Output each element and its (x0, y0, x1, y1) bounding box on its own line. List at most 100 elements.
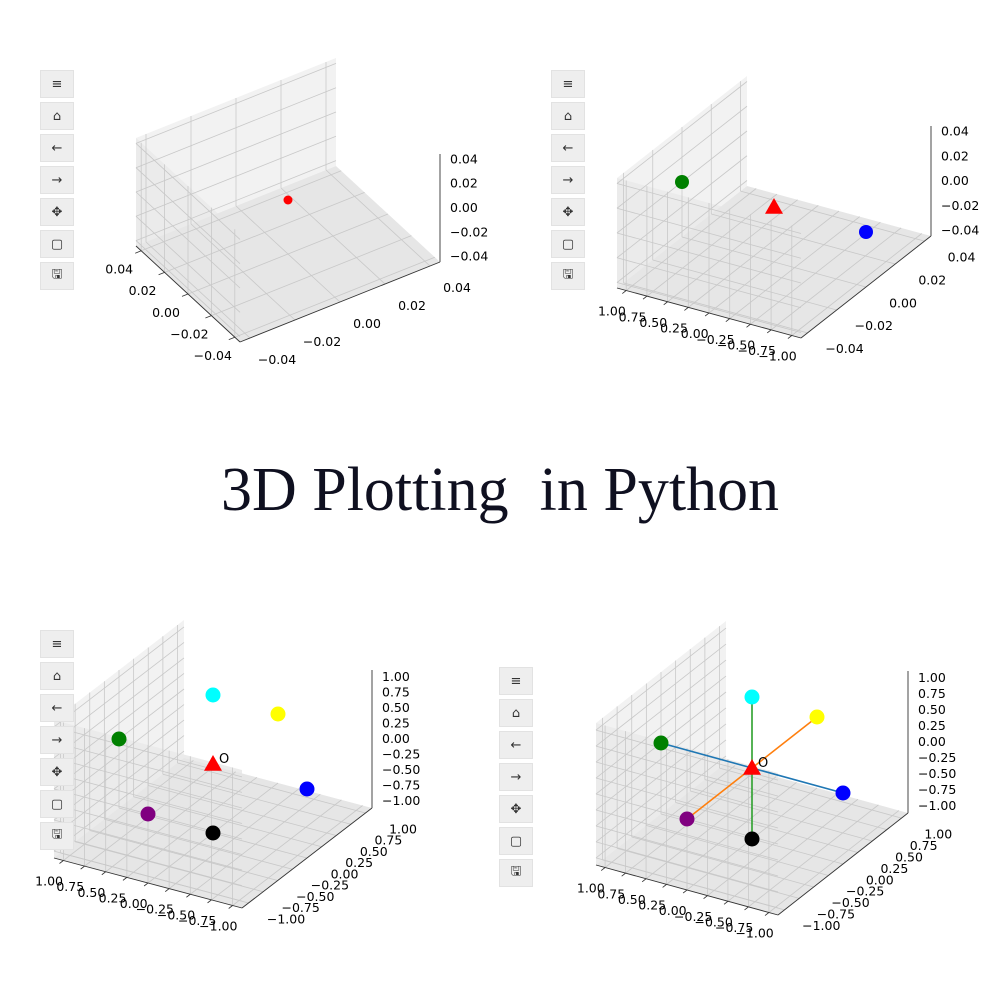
pan-button[interactable]: ✥ (40, 758, 74, 786)
data-point (140, 806, 156, 822)
save-icon: 🖫 (510, 864, 522, 879)
y-tick-label: 0.04 (443, 280, 471, 295)
data-point (653, 735, 669, 751)
grid-line (53, 735, 185, 836)
forward-button[interactable]: → (40, 726, 74, 754)
grid-line (148, 785, 337, 836)
grid-line (53, 773, 243, 824)
menu-button[interactable]: ≡ (551, 70, 585, 98)
zoom-button[interactable]: ▢ (40, 790, 74, 818)
back-button[interactable]: ← (40, 134, 74, 162)
z-tick-label: 0.00 (382, 731, 410, 746)
grid-line (53, 673, 185, 774)
home-icon: ⌂ (563, 108, 573, 124)
x-tick-label: 0.75 (56, 879, 84, 894)
grid-line (595, 857, 779, 909)
plot-1: −0.04 −0.02 0.00 0.02 0.04 −0.04 −0.02 0.00 0.02… (105, 58, 488, 367)
save-button[interactable]: 🖫 (499, 859, 533, 887)
menu-button[interactable]: ≡ (40, 630, 74, 658)
save-button[interactable]: 🖫 (40, 262, 74, 290)
save-icon: 🖫 (51, 827, 63, 842)
back-icon: ← (510, 737, 522, 753)
z-tick-label: 1.00 (918, 670, 946, 685)
forward-button[interactable]: → (499, 763, 533, 791)
y-tick-label: −1.00 (267, 911, 305, 926)
grid-line (595, 739, 727, 843)
pan-icon: ✥ (510, 801, 522, 817)
y-tick-label: 0.75 (374, 833, 402, 848)
grid-line (53, 835, 243, 886)
z-tick-label: 0.04 (450, 151, 478, 166)
data-point (205, 825, 221, 841)
x-tick (642, 295, 648, 300)
home-button[interactable]: ⌂ (40, 102, 74, 130)
y-tick-label: 0.04 (948, 249, 976, 264)
x-tick (600, 867, 606, 871)
zoom-button[interactable]: ▢ (499, 827, 533, 855)
back-icon: ← (51, 700, 63, 716)
save-button[interactable]: 🖫 (40, 822, 74, 850)
grid-line (616, 207, 802, 259)
y-tick-label: 0.50 (895, 849, 923, 864)
y-tick-label: −0.04 (825, 341, 863, 356)
pan-button[interactable]: ✥ (499, 795, 533, 823)
pan-button[interactable]: ✥ (40, 198, 74, 226)
grid-line (325, 169, 431, 267)
forward-button[interactable]: → (551, 166, 585, 194)
x-tick (143, 882, 149, 887)
grid-line (616, 282, 802, 333)
x-tick (101, 871, 106, 876)
y-tick-label: −0.25 (311, 878, 349, 893)
data-point-triangle (204, 755, 222, 771)
home-button[interactable]: ⌂ (551, 102, 585, 130)
plot-4: −1.00−0.75−0.50−0.250.000.250.500.751.00… (577, 621, 956, 941)
z-tick-label: −0.75 (382, 778, 420, 793)
grid-line (235, 205, 341, 303)
y-axis-line (241, 807, 373, 909)
back-button[interactable]: ← (551, 134, 585, 162)
z-tick-label: 0.04 (941, 124, 969, 139)
zoom-button[interactable]: ▢ (40, 230, 74, 258)
home-button[interactable]: ⌂ (40, 662, 74, 690)
z-tick-label: 1.00 (382, 669, 410, 684)
y-tick-label: −0.75 (817, 907, 855, 922)
y-tick-label: 0.00 (889, 295, 917, 310)
x-tick-label: 0.25 (99, 890, 127, 905)
grid-line (135, 160, 337, 241)
z-tick-label: −0.50 (382, 762, 420, 777)
grid-line (53, 642, 185, 743)
x-tick (703, 895, 708, 899)
pan-button[interactable]: ✥ (551, 198, 585, 226)
y-tick-label: −0.04 (258, 352, 296, 367)
grid-line (89, 830, 278, 881)
z-tick-label: 0.75 (382, 684, 410, 699)
menu-button[interactable]: ≡ (40, 70, 74, 98)
x-tick-label: 1.00 (577, 881, 605, 896)
grid-line (53, 850, 243, 902)
grid-line (145, 241, 251, 339)
back-icon: ← (562, 140, 574, 156)
data-point-triangle (765, 198, 783, 214)
grid-line (704, 779, 887, 830)
back-button[interactable]: ← (499, 731, 533, 759)
grid-line (740, 190, 925, 242)
grid-line (135, 63, 337, 144)
y-tick-label: 0.75 (910, 838, 938, 853)
x-tick-label: −0.75 (178, 913, 216, 928)
grid-line (135, 143, 241, 240)
x-tick (622, 290, 627, 294)
z-tick-label: 0.75 (918, 686, 946, 701)
menu-button[interactable]: ≡ (499, 667, 533, 695)
zoom-icon: ▢ (561, 236, 575, 252)
back-button[interactable]: ← (40, 694, 74, 722)
zoom-button[interactable]: ▢ (551, 230, 585, 258)
save-button[interactable]: 🖫 (551, 262, 585, 290)
home-button[interactable]: ⌂ (499, 699, 533, 727)
forward-button[interactable]: → (40, 166, 74, 194)
x-tick-label: −1.00 (758, 349, 796, 364)
grid-line (595, 723, 727, 827)
grid-line (595, 707, 727, 811)
x-tick (181, 293, 189, 297)
home-icon: ⌂ (511, 705, 521, 721)
x-tick (764, 912, 770, 916)
